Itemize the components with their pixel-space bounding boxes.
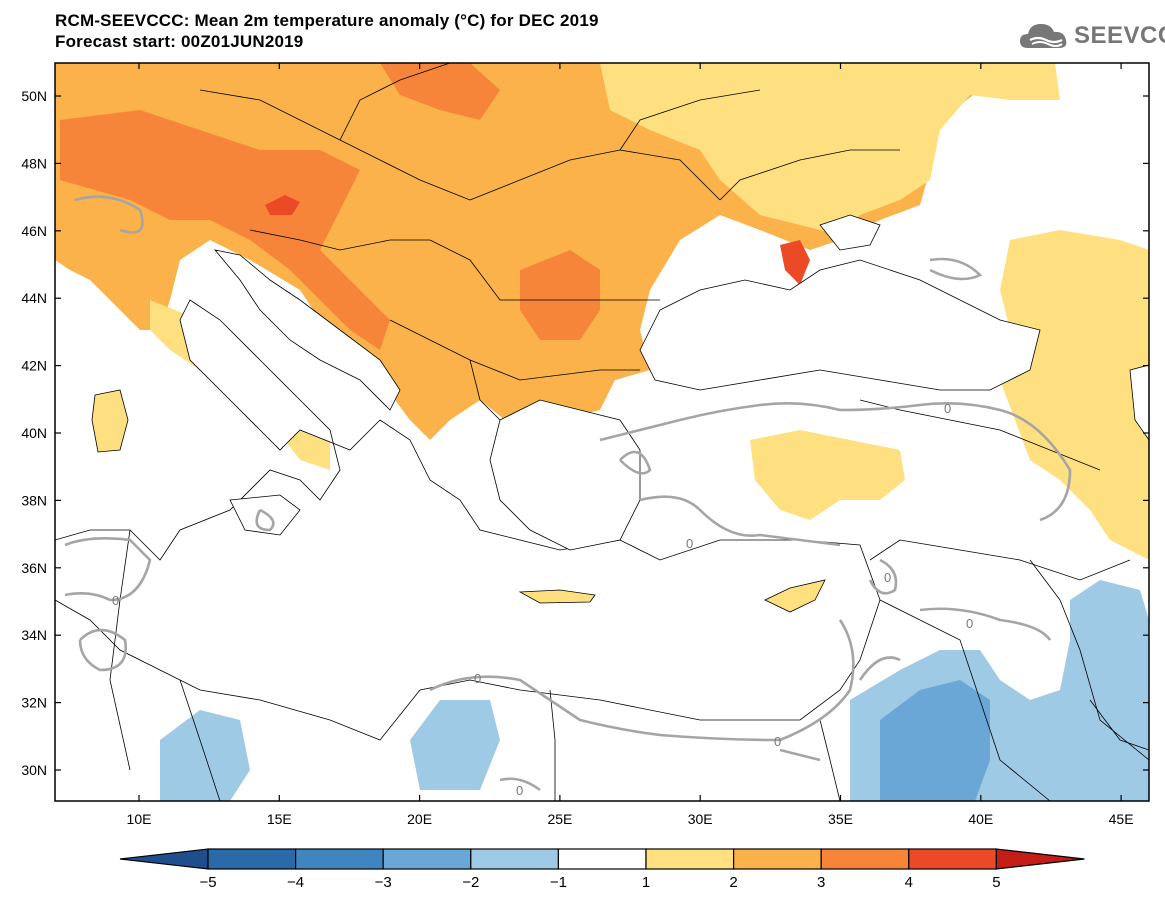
lat-label: 44N: [21, 290, 47, 306]
aegean-sea: [489, 399, 641, 551]
lat-label: 38N: [21, 492, 47, 508]
colorbar-label: −2: [462, 874, 479, 891]
mild-anomaly-region-ne: [600, 63, 1060, 235]
sardinia: [91, 389, 129, 453]
adriatic-sea: [213, 249, 401, 411]
lon-label: 45E: [1109, 811, 1134, 827]
colorbar-arrow-left: [119, 848, 209, 870]
caspian-sea-edge: [1129, 364, 1149, 441]
colorbar-segment: [820, 848, 910, 870]
contour-label: 0: [884, 570, 891, 585]
lon-label: 35E: [828, 811, 853, 827]
colorbar-segment: [908, 848, 997, 870]
colorbar-label: −4: [287, 874, 304, 891]
strong-anomaly-core-north: [380, 63, 500, 120]
lon-label: 10E: [127, 811, 152, 827]
lon-label: 25E: [547, 811, 572, 827]
contour-label: 0: [474, 671, 481, 686]
colorbar-label: 2: [729, 874, 737, 891]
title-line-1: RCM-SEEVCCC: Mean 2m temperature anomaly…: [55, 11, 599, 30]
lon-label: 20E: [407, 811, 432, 827]
colorbar-segment: [207, 848, 297, 870]
colorbar-segment: [470, 848, 559, 870]
black-sea: [639, 259, 1041, 391]
lat-label: 36N: [21, 560, 47, 576]
colorbar-label: 5: [992, 874, 1000, 891]
lat-label: 40N: [21, 425, 47, 441]
strong-anomaly-core-alps: [60, 110, 390, 350]
colorbar-label: 3: [817, 874, 825, 891]
colorbar-label: 1: [642, 874, 650, 891]
colorbar-label: −1: [550, 874, 567, 891]
contour-labels: 0 0 0 0 0 0 0 0: [112, 401, 973, 798]
strong-anomaly-core-balkans: [520, 250, 600, 340]
map-frame: [54, 62, 1150, 802]
title-line-2: Forecast start: 00Z01JUN2019: [55, 32, 304, 51]
contour-label: 0: [774, 734, 781, 749]
lat-label: 48N: [21, 155, 47, 171]
mediterranean-sea: [55, 299, 881, 741]
contour-label: 0: [966, 616, 973, 631]
colorbar: −5 −4 −3 −2 −1 1 2 3 4 5: [119, 848, 1085, 891]
cyprus: [764, 579, 826, 613]
colorbar-label: −3: [375, 874, 392, 891]
sicily: [229, 494, 301, 536]
east-mild-region: [1000, 230, 1149, 560]
sea-of-azov: [819, 214, 881, 251]
lat-label: 50N: [21, 88, 47, 104]
extreme-anomaly-hotspot-crimea: [780, 240, 810, 285]
colorbar-label: 4: [905, 874, 913, 891]
lon-label: 30E: [688, 811, 713, 827]
zero-contours: [64, 195, 1072, 792]
map-panel: 0 0 0 0 0 0 0 0: [55, 63, 1149, 801]
lat-label: 32N: [21, 695, 47, 711]
colorbar-segment: [382, 848, 472, 870]
map-title: RCM-SEEVCCC: Mean 2m temperature anomaly…: [55, 10, 599, 52]
logo-text: SEEVCCC: [1074, 22, 1165, 49]
lat-label: 34N: [21, 627, 47, 643]
contour-label: 0: [516, 783, 523, 798]
colorbar-segment: [295, 848, 384, 870]
latitude-axis: 50N 48N 46N 44N 42N 40N 38N 36N 34N 32N 30N: [21, 88, 1149, 778]
country-borders: [109, 63, 1149, 801]
lat-label: 30N: [21, 762, 47, 778]
lon-label: 15E: [267, 811, 292, 827]
longitude-axis: 10E 15E 20E 25E 30E 35E 40E 45E: [127, 63, 1134, 827]
extreme-anomaly-hotspot-slovenia: [265, 195, 300, 215]
colorbar-segment: [557, 848, 647, 870]
seevccc-logo: SEEVCCC: [1018, 18, 1165, 54]
cold-anomaly-core-east: [880, 680, 990, 801]
colorbar-segment: [732, 848, 822, 870]
anatolia-mild-region: [750, 430, 905, 520]
lat-label: 42N: [21, 358, 47, 374]
contour-label: 0: [944, 401, 951, 416]
crete: [518, 589, 596, 604]
contour-label: 0: [112, 593, 119, 608]
colorbar-label: −5: [199, 874, 216, 891]
colorbar-arrow-right: [995, 848, 1085, 870]
contour-label: 0: [686, 536, 693, 551]
lon-label: 40E: [968, 811, 993, 827]
cool-anomaly-region-egypt: [410, 700, 500, 790]
cloud-icon: [1020, 24, 1067, 48]
lat-label: 46N: [21, 223, 47, 239]
colorbar-segment: [645, 848, 735, 870]
